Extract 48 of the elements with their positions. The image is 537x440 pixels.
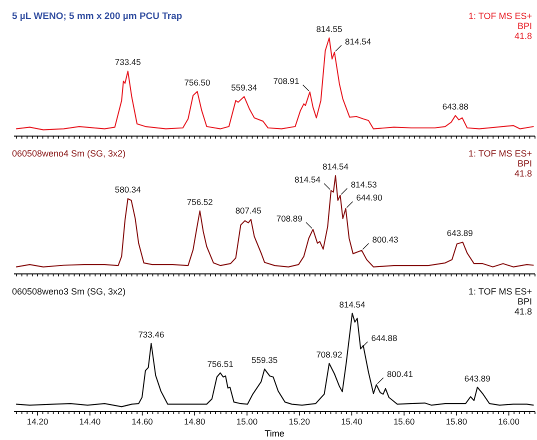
- annotation: 41.8: [514, 306, 532, 316]
- text: BPI: [517, 158, 532, 169]
- annotation: 814.54: [339, 299, 366, 310]
- x-tick-label: 16.00: [498, 416, 520, 426]
- annotation: 41.8: [514, 168, 532, 179]
- annotation: 756.52: [186, 196, 214, 207]
- x-tick-label: 14.40: [79, 416, 101, 426]
- annotation: 41.8: [514, 31, 532, 41]
- text: 1: TOF MS ES+: [468, 148, 532, 159]
- annotation: 644.88: [371, 332, 398, 343]
- annotation: 708.89: [276, 213, 303, 224]
- x-tick-label: 14.60: [132, 416, 154, 426]
- annotation: 708.92: [316, 349, 342, 360]
- annotation: 800.43: [372, 234, 399, 244]
- annotation: 814.54: [294, 174, 321, 185]
- annotation: 800.41: [386, 368, 414, 379]
- x-tick-label: 15.20: [288, 416, 310, 426]
- annotation: 708.91: [273, 76, 300, 86]
- x-tick-label: 15.80: [446, 416, 468, 426]
- text: 1: TOF MS ES+: [468, 11, 532, 21]
- x-tick-label: 15.40: [341, 416, 363, 426]
- x-tick-label: 15.00: [236, 416, 258, 426]
- chart-title: 060508weno3 Sm (SG, 3x2): [12, 286, 126, 296]
- annotation: 643.89: [446, 228, 474, 238]
- annotation: 643.88: [442, 102, 469, 112]
- x-tick-label: 15.60: [393, 416, 415, 426]
- annotation: 559.35: [252, 355, 278, 366]
- annotation: 756.50: [184, 78, 211, 88]
- chart-title: 5 µL WENO; 5 mm x 200 µm PCU Trap: [12, 11, 182, 22]
- annotation: 807.45: [235, 205, 262, 216]
- chart-title: 060508weno4 Sm (SG, 3x2): [12, 148, 126, 159]
- annotation: 733.46: [138, 329, 164, 340]
- text: BPI: [517, 21, 532, 31]
- annotation: 814.55: [316, 24, 342, 34]
- annotation: 559.34: [231, 82, 258, 93]
- x-axis-title: Time: [264, 428, 284, 438]
- x-tick-label: 14.20: [26, 416, 48, 426]
- annotation: 756.51: [207, 358, 234, 369]
- annotation: 733.45: [114, 57, 142, 68]
- annotation: 580.34: [114, 184, 142, 195]
- text: BPI: [517, 296, 532, 306]
- annotation: 814.54: [322, 162, 349, 172]
- annotation: 814.53: [350, 179, 378, 190]
- x-tick-label: 14.80: [184, 416, 206, 426]
- annotation: 814.54: [345, 36, 372, 46]
- text: 1: TOF MS ES+: [468, 286, 532, 296]
- annotation: 643.89: [464, 373, 491, 384]
- annotation: 644.90: [356, 192, 383, 203]
